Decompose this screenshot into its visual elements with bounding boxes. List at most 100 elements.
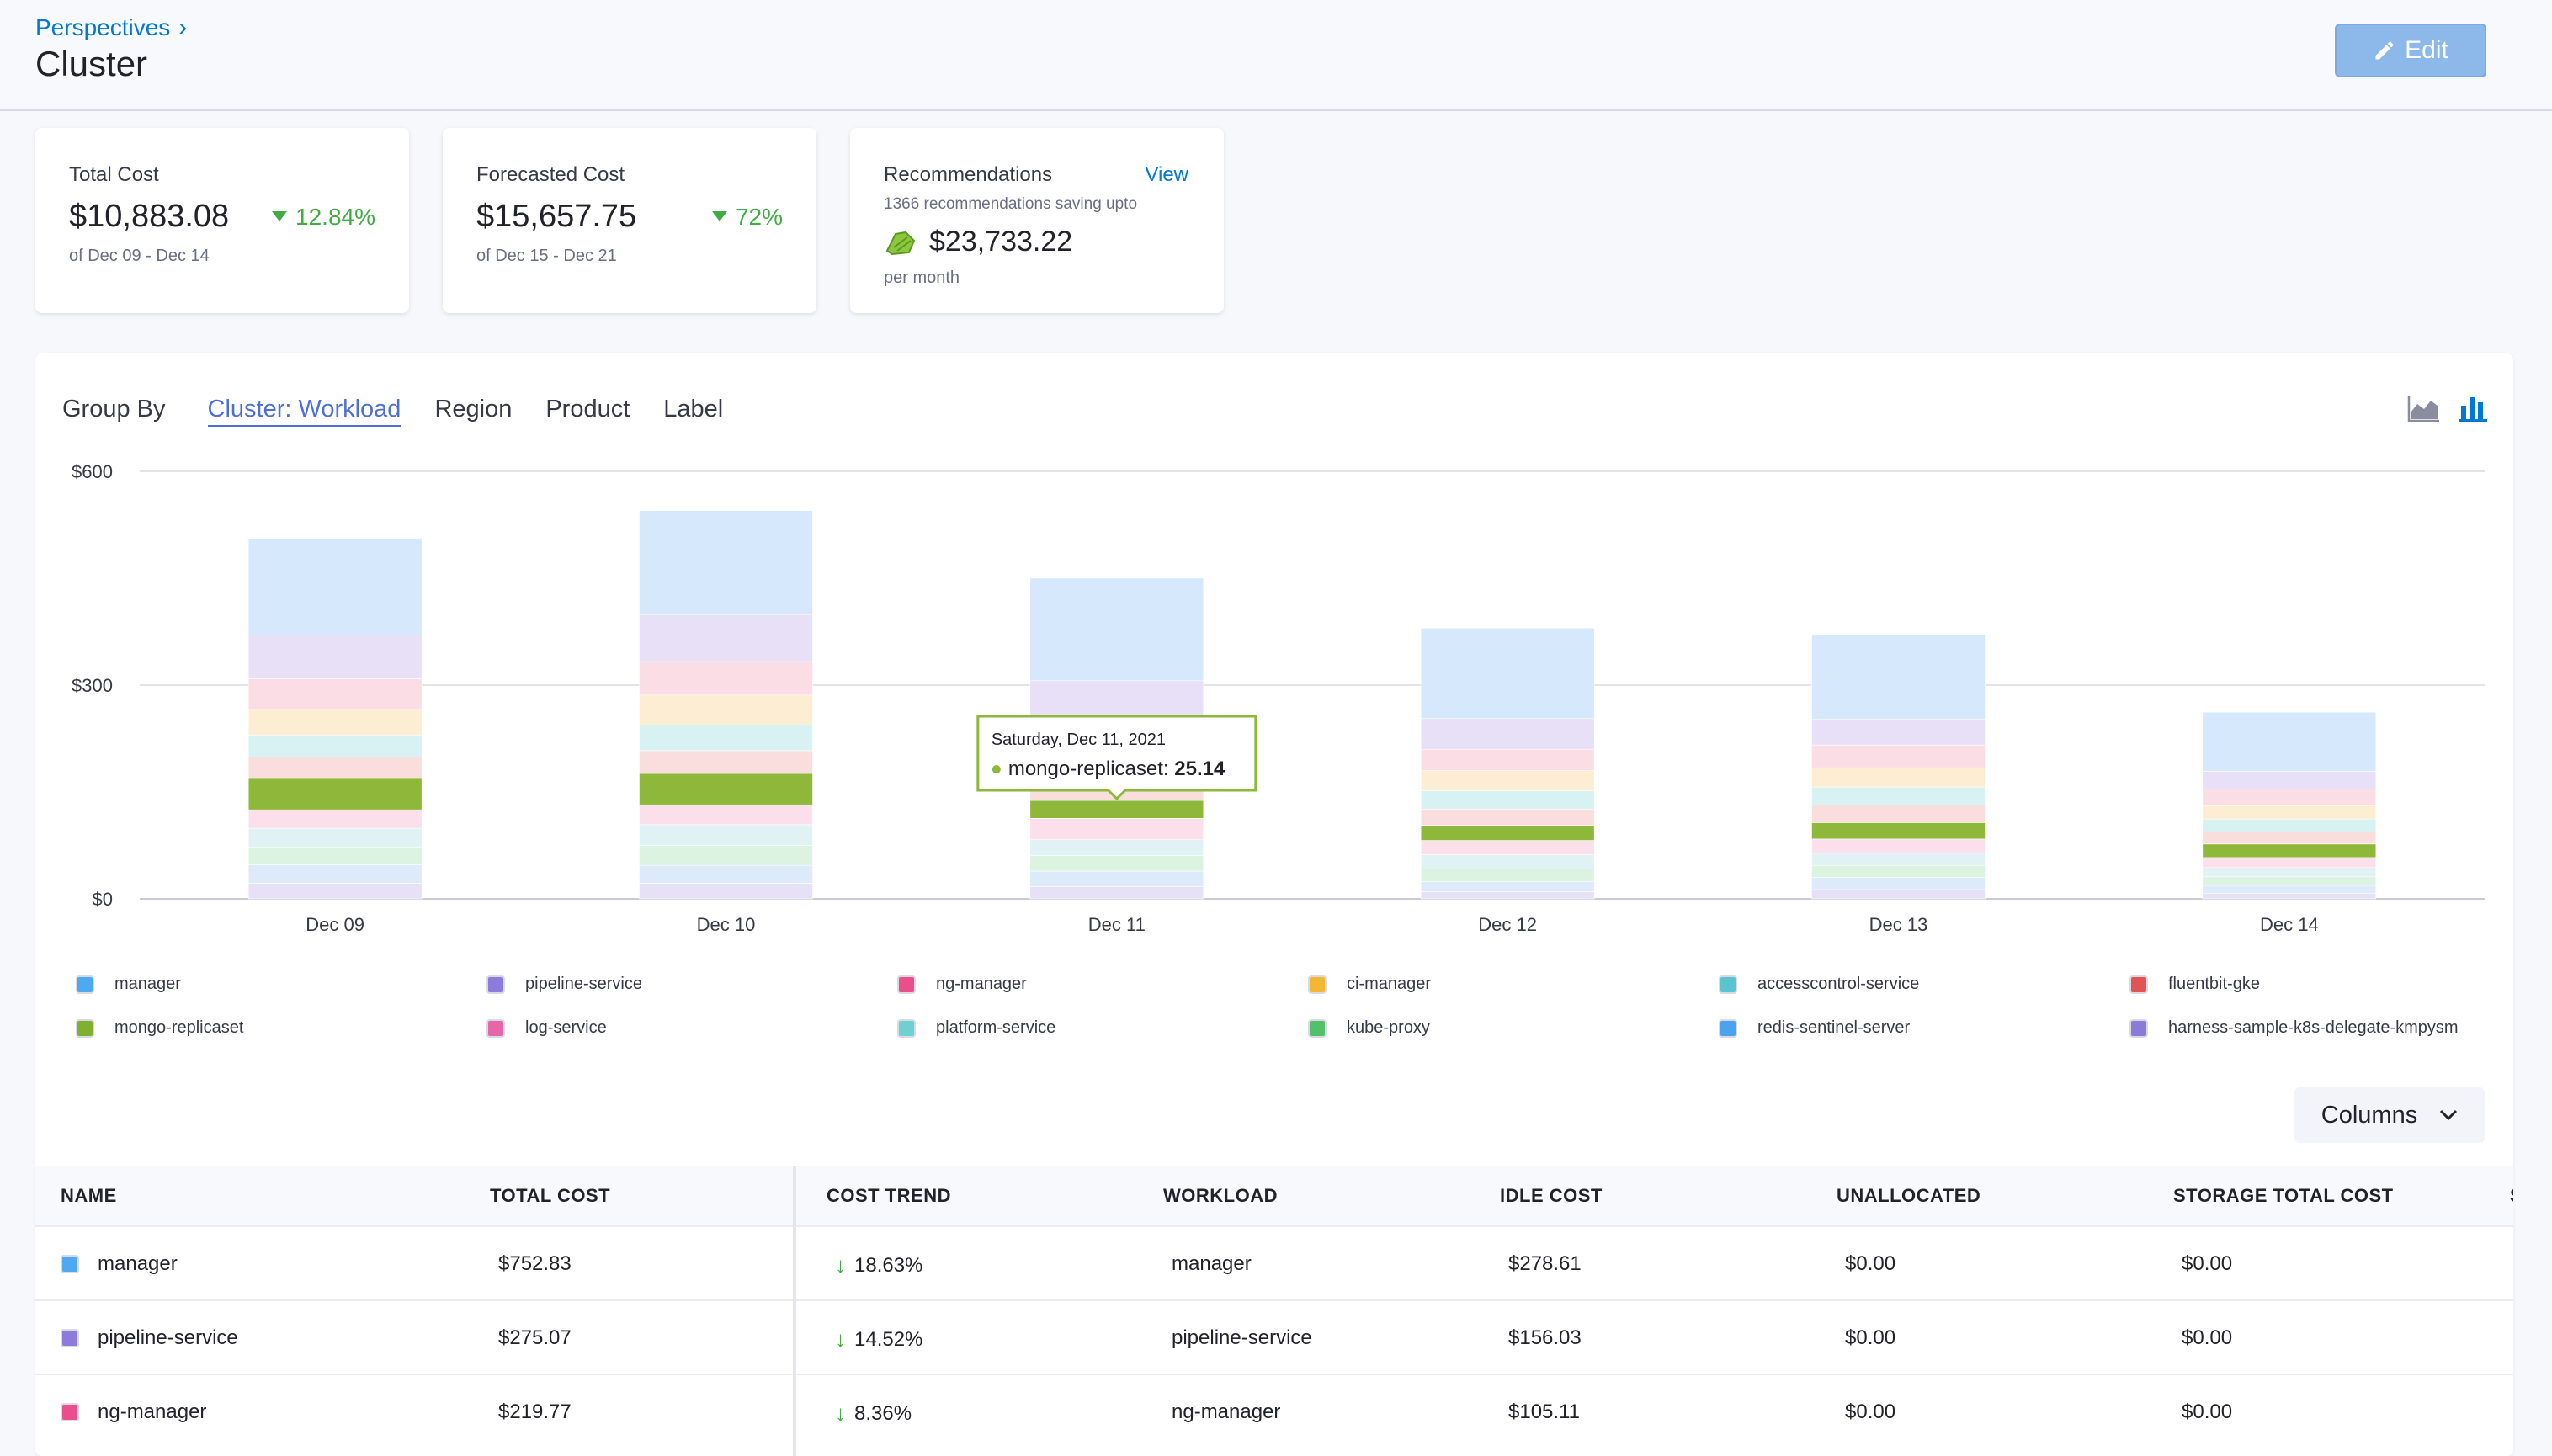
- bar-segment[interactable]: [247, 757, 423, 779]
- bar-segment[interactable]: [247, 864, 423, 884]
- bar-segment[interactable]: [1811, 804, 1986, 823]
- edit-button[interactable]: Edit: [2335, 24, 2486, 77]
- group-by-tab-region[interactable]: Region: [434, 396, 513, 422]
- bar-segment[interactable]: [1420, 869, 1595, 882]
- bar-segment[interactable]: [1811, 853, 1986, 866]
- col-header-idle-cost[interactable]: IDLE COST: [1500, 1185, 1603, 1206]
- bar-segment[interactable]: [1420, 718, 1595, 750]
- legend-item[interactable]: log-service: [486, 1018, 607, 1038]
- bar-segment[interactable]: [247, 734, 423, 757]
- bar-segment[interactable]: [1029, 680, 1204, 718]
- columns-button[interactable]: Columns: [2294, 1087, 2485, 1143]
- bar-segment[interactable]: [247, 883, 423, 900]
- bar-segment[interactable]: [247, 635, 423, 679]
- bar-segment[interactable]: [2202, 843, 2377, 858]
- bar-segment[interactable]: [2202, 805, 2377, 820]
- bar-segment[interactable]: [2202, 711, 2377, 772]
- bar-segment[interactable]: [1029, 855, 1204, 872]
- bar-segment[interactable]: [639, 864, 813, 884]
- bar-segment[interactable]: [1420, 748, 1595, 771]
- bar-segment[interactable]: [639, 883, 813, 900]
- bar-segment[interactable]: [1811, 822, 1986, 840]
- bar-segment[interactable]: [1029, 577, 1204, 682]
- col-header-overflow[interactable]: S: [2510, 1185, 2513, 1207]
- col-header-unallocated[interactable]: UNALLOCATED: [1837, 1185, 1981, 1206]
- legend-item[interactable]: mongo-replicaset: [76, 1018, 243, 1038]
- col-header-workload[interactable]: WORKLOAD: [1163, 1185, 1278, 1206]
- bar-segment[interactable]: [1811, 719, 1986, 746]
- legend-item[interactable]: harness-sample-k8s-delegate-kmpysm: [2129, 1018, 2459, 1038]
- area-chart-icon[interactable]: [2407, 394, 2441, 422]
- bar-segment[interactable]: [1420, 891, 1595, 900]
- bar-segment[interactable]: [1420, 881, 1595, 892]
- bar-segment[interactable]: [2202, 885, 2377, 894]
- bar-segment[interactable]: [1029, 800, 1204, 819]
- bar-segment[interactable]: [2202, 876, 2377, 886]
- bar-segment[interactable]: [639, 661, 813, 696]
- bar-segment[interactable]: [1029, 886, 1204, 900]
- legend-item[interactable]: accesscontrol-service: [1719, 975, 1919, 994]
- bar-segment[interactable]: [2202, 892, 2377, 900]
- bar-segment[interactable]: [1811, 786, 1986, 805]
- recommendations-view-link[interactable]: View: [1145, 163, 1188, 186]
- group-by-tab-product[interactable]: Product: [545, 396, 630, 422]
- legend-item[interactable]: ng-manager: [897, 975, 1027, 994]
- legend-item[interactable]: manager: [76, 975, 181, 994]
- bar-segment[interactable]: [1420, 790, 1595, 810]
- bar-segment[interactable]: [247, 809, 423, 829]
- bar-segment[interactable]: [639, 845, 813, 866]
- group-by-tab-cluster-workload[interactable]: Cluster: Workload: [207, 396, 401, 427]
- col-header-cost-trend[interactable]: COST TREND: [827, 1185, 951, 1206]
- col-header-storage-total-cost[interactable]: STORAGE TOTAL COST: [2173, 1185, 2394, 1206]
- bar-segment[interactable]: [2202, 857, 2377, 869]
- bar-chart-icon[interactable]: [2458, 394, 2488, 422]
- bar-segment[interactable]: [639, 694, 813, 725]
- col-header-total-cost[interactable]: TOTAL COST: [490, 1185, 611, 1206]
- bar-segment[interactable]: [1420, 809, 1595, 826]
- column-divider[interactable]: [793, 1166, 796, 1456]
- bar-segment[interactable]: [1420, 854, 1595, 869]
- bar-segment[interactable]: [1811, 864, 1986, 878]
- bar-segment[interactable]: [247, 678, 423, 710]
- table-row[interactable]: manager $752.83 ↓ 18.63% manager $278.61 $0.00…: [35, 1225, 2513, 1299]
- bar-segment[interactable]: [639, 725, 813, 752]
- bar-segment[interactable]: [639, 614, 813, 662]
- bar-segment[interactable]: [1811, 767, 1986, 788]
- bar-segment[interactable]: [639, 773, 813, 805]
- bar-segment[interactable]: [1811, 634, 1986, 720]
- bar-segment[interactable]: [1811, 838, 1986, 854]
- bar-segment[interactable]: [1811, 877, 1986, 890]
- bar-segment[interactable]: [2202, 771, 2377, 789]
- bar-segment[interactable]: [2202, 832, 2377, 845]
- bar-segment[interactable]: [247, 538, 423, 636]
- bar-segment[interactable]: [247, 709, 423, 736]
- group-by-tab-label[interactable]: Label: [663, 396, 724, 422]
- bar-segment[interactable]: [639, 750, 813, 774]
- bar-segment[interactable]: [2202, 818, 2377, 832]
- bar-segment[interactable]: [1811, 744, 1986, 768]
- table-row[interactable]: pipeline-service $275.07 ↓ 14.52% pipeline-s…: [35, 1299, 2513, 1374]
- bar-segment[interactable]: [1420, 840, 1595, 855]
- bar-segment[interactable]: [1029, 818, 1204, 841]
- bar-segment[interactable]: [639, 824, 813, 846]
- legend-item[interactable]: fluentbit-gke: [2129, 975, 2260, 994]
- bar-segment[interactable]: [2202, 867, 2377, 878]
- bar-segment[interactable]: [1420, 825, 1595, 841]
- bar-segment[interactable]: [1029, 839, 1204, 856]
- table-row[interactable]: ng-manager $219.77 ↓ 8.36% ng-manager $105.11…: [35, 1374, 2513, 1448]
- breadcrumb-perspectives[interactable]: Perspectives: [35, 14, 171, 40]
- bar-segment[interactable]: [247, 827, 423, 848]
- bar-segment[interactable]: [1029, 870, 1204, 887]
- bar-segment[interactable]: [1420, 770, 1595, 791]
- bar-segment[interactable]: [2202, 789, 2377, 806]
- legend-item[interactable]: platform-service: [897, 1018, 1055, 1038]
- bar-segment[interactable]: [1420, 627, 1595, 720]
- legend-item[interactable]: pipeline-service: [486, 975, 642, 994]
- legend-item[interactable]: kube-proxy: [1308, 1018, 1430, 1038]
- legend-item[interactable]: ci-manager: [1308, 975, 1431, 994]
- bar-segment[interactable]: [247, 846, 423, 865]
- col-header-name[interactable]: NAME: [61, 1185, 117, 1206]
- bar-segment[interactable]: [639, 804, 813, 826]
- legend-item[interactable]: redis-sentinel-server: [1719, 1018, 1910, 1038]
- bar-segment[interactable]: [247, 778, 423, 810]
